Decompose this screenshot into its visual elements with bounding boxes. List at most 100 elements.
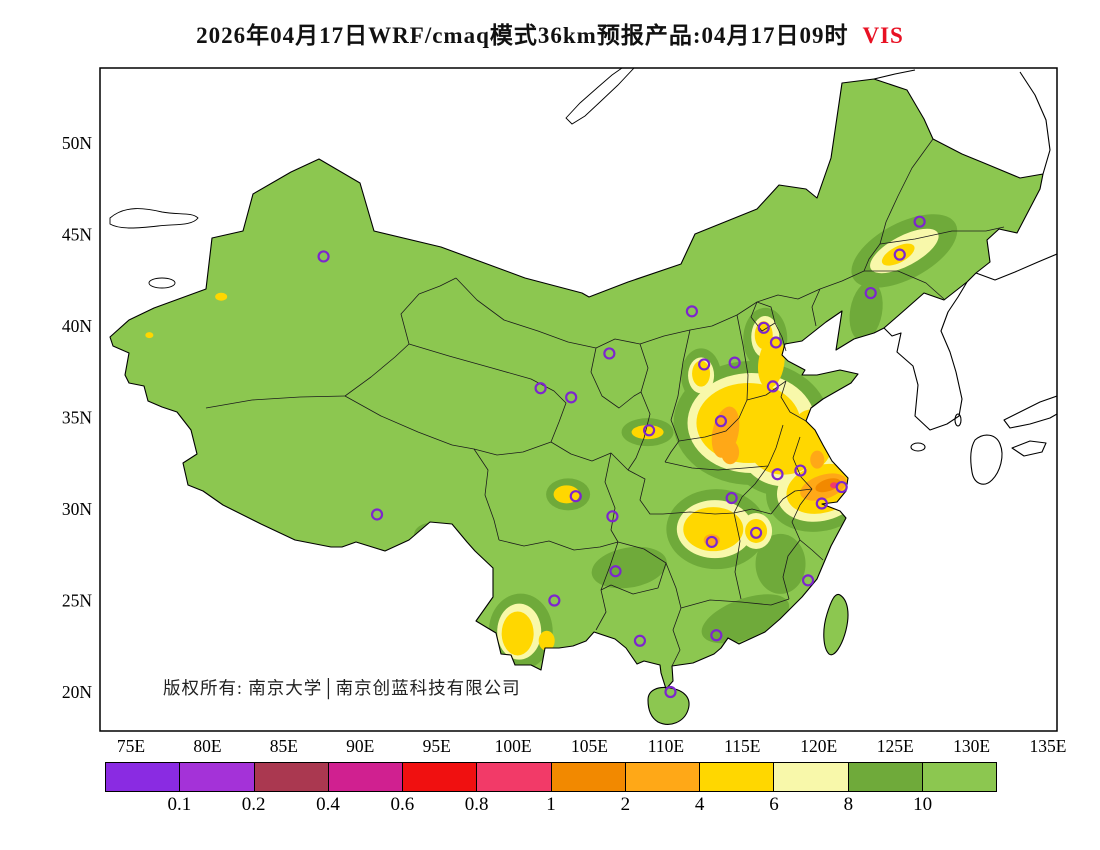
vis-contour-region: [591, 546, 667, 589]
copyright-text: 版权所有: 南京大学│南京创蓝科技有限公司: [163, 678, 521, 700]
russia-coastline: [975, 253, 1057, 281]
station-marker: [548, 594, 561, 607]
colorbar-cell: [327, 762, 403, 792]
taiwan-coastline: [823, 593, 849, 656]
neighbor-coastlines: [109, 68, 1057, 485]
station-marker: [609, 565, 622, 578]
lon-axis-label: 85E: [270, 736, 298, 756]
amur-river: [1019, 71, 1051, 175]
kyushu-island: [970, 434, 1003, 485]
vis-contour-region: [553, 485, 580, 504]
colorbar-cell: [550, 762, 626, 792]
station-marker: [685, 305, 698, 318]
china-coastline: [109, 78, 1044, 690]
vis-contour-region: [215, 292, 228, 301]
lake-balkhash: [109, 208, 199, 229]
page-title: 2026年04月17日WRF/cmaq模式36km预报产品:04月17日09时 V…: [0, 16, 1100, 50]
tsushima-island: [954, 413, 962, 427]
station-marker: [728, 356, 741, 369]
station-marker: [603, 347, 616, 360]
map-frame: [99, 67, 1058, 732]
korea-coastline: [883, 281, 968, 431]
vis-contour-region: [414, 522, 451, 547]
amur-river-west: [873, 69, 916, 80]
station-marker: [714, 415, 728, 428]
station-marker: [749, 526, 763, 539]
station-marker: [769, 336, 783, 349]
colorbar-cell: [476, 762, 552, 792]
lake-baikal: [565, 68, 635, 125]
jeju-island: [910, 442, 926, 452]
shikoku-island: [1011, 440, 1047, 457]
honshu-coastline: [1003, 395, 1057, 429]
lat-axis-label: 25N: [62, 591, 93, 611]
colorbar-tick-label: 0.6: [390, 794, 415, 815]
colorbar-tick-label: 6: [769, 794, 779, 815]
vis-contour-region: [423, 528, 442, 541]
station-marker: [815, 497, 828, 510]
station-marker-layer: [317, 215, 926, 699]
colorbar-tick-label: 0.2: [241, 794, 266, 815]
lat-axis-label: 50N: [62, 133, 93, 153]
colorbar-tick-label: 0.1: [167, 794, 192, 815]
station-marker: [664, 685, 677, 699]
lon-axis-label: 130E: [953, 736, 990, 756]
colorbar-cell: [402, 762, 478, 792]
vis-contour-region: [538, 630, 555, 651]
colorbar-tick-label: 2: [620, 794, 631, 815]
lon-axis-label: 80E: [193, 736, 221, 756]
station-marker: [633, 634, 647, 647]
vis-contour-region: [692, 360, 711, 387]
station-marker: [710, 629, 723, 642]
station-marker: [565, 391, 578, 404]
colorbar-cell: [699, 762, 775, 792]
station-marker: [569, 490, 582, 503]
vis-contour-region: [145, 332, 154, 339]
lon-axis-label: 75E: [117, 736, 145, 756]
lon-axis-label: 120E: [800, 736, 837, 756]
lat-axis-label: 35N: [62, 408, 93, 428]
colorbar-tick-label: 1: [546, 794, 556, 815]
hainan-coastline: [647, 686, 690, 725]
station-marker: [794, 464, 807, 477]
vis-contour-region: [757, 336, 785, 389]
axis-labels: 50N 45N 40N 35N 30N 25N 20N 75E 80E 85E 90E 95E 100E…: [62, 133, 1067, 756]
vis-contour-region: [631, 425, 664, 440]
station-marker: [801, 574, 815, 587]
vis-contour-region: [701, 594, 790, 644]
colorbar-cell: [253, 762, 329, 792]
station-marker: [766, 380, 779, 393]
vis-contour-region: [683, 507, 744, 552]
taiwan-island: [823, 594, 848, 655]
lat-axis-label: 30N: [62, 499, 93, 519]
lon-axis-label: 125E: [877, 736, 914, 756]
china-landmass: [110, 79, 1043, 689]
colorbar-tick-labels: 0.1 0.2 0.4 0.6 0.8 1 2 4 6 8 10: [105, 794, 997, 820]
vis-contour-region: [745, 518, 768, 543]
title-variable-label: VIS: [862, 23, 904, 48]
vis-contour-region: [501, 611, 534, 656]
station-marker: [757, 321, 770, 334]
colorbar-cell: [624, 762, 700, 792]
colorbar: [105, 762, 997, 792]
hainan-island: [648, 687, 690, 725]
station-marker: [835, 480, 848, 494]
lon-axis-label: 115E: [724, 736, 760, 756]
lon-axis-label: 110E: [648, 736, 684, 756]
station-marker: [771, 468, 784, 481]
station-marker: [534, 382, 547, 395]
station-marker: [705, 535, 718, 549]
colorbar-cell: [921, 762, 997, 792]
station-marker: [893, 248, 906, 261]
lat-axis-label: 20N: [62, 682, 93, 702]
vis-contour-region: [721, 440, 740, 465]
lake-issyk-kul: [148, 277, 176, 289]
lon-axis-label: 100E: [495, 736, 532, 756]
station-marker: [606, 510, 619, 523]
station-marker: [698, 358, 711, 371]
vis-contour-region: [815, 478, 841, 493]
colorbar-tick-label: 4: [694, 794, 705, 815]
station-marker: [370, 508, 384, 521]
